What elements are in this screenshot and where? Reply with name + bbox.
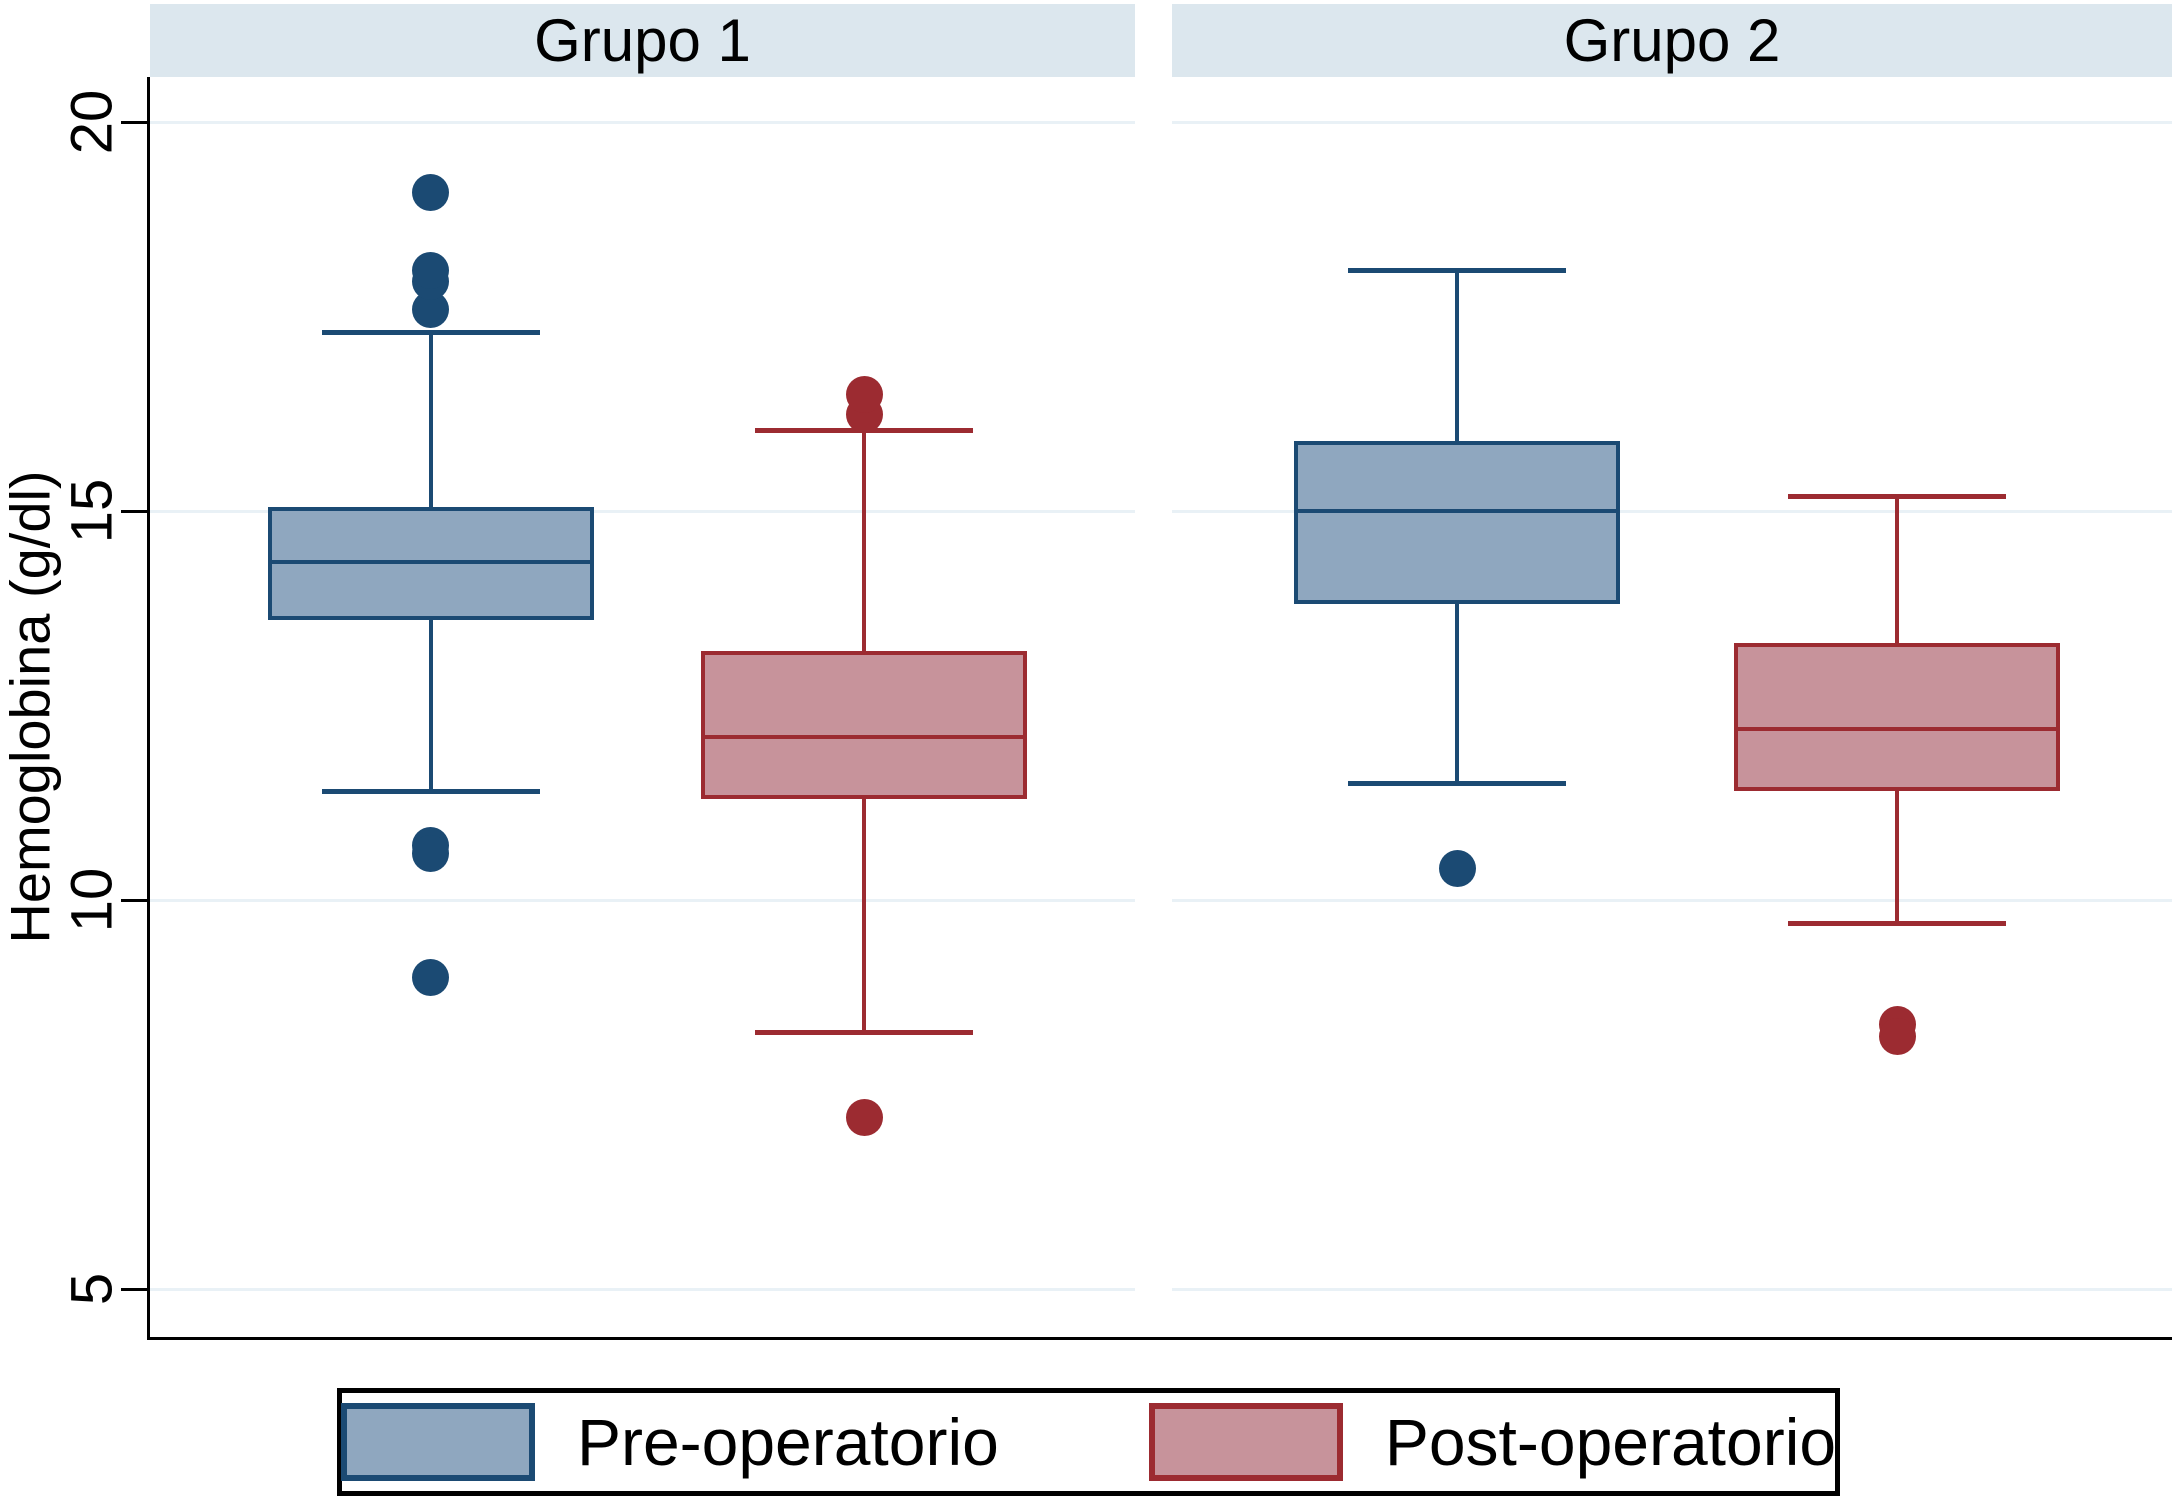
box-grupo2-pre-operatorio [1294,441,1620,605]
lower-whisker-cap-grupo2-pre-operatorio [1348,781,1566,787]
legend-item-postoperatorio: Post-operatorio [1148,1403,1837,1481]
outlier-dot-grupo1-pre-operatorio [412,251,450,289]
upper-whisker-cap-grupo2-pre-operatorio [1348,268,1566,274]
y-tick-20 [121,121,147,125]
outlier-dot-grupo2-pre-operatorio [1438,850,1476,888]
lower-whisker-cap-grupo1-pre-operatorio [321,789,540,795]
y-axis-line [147,77,150,1340]
outlier-dot-grupo1-post-operatorio [845,1099,883,1137]
x-axis-line [147,1337,2172,1340]
outlier-dot-grupo1-post-operatorio [845,376,883,414]
upper-whisker-cap-grupo1-pre-operatorio [321,330,540,336]
gridline-10 [150,899,1135,902]
outlier-dot-grupo2-post-operatorio [1878,1017,1916,1055]
panel-header-grupo2: Grupo 2 [1172,4,2172,77]
median-line-grupo2-pre-operatorio [1294,509,1620,514]
y-tick-label-20: 20 [59,90,125,155]
legend-label-postoperatorio: Post-operatorio [1384,1405,1837,1479]
legend-swatch-preoperatorio [340,1403,535,1481]
legend-swatch-postoperatorio [1148,1403,1343,1481]
gridline-10 [1172,899,2172,902]
lower-whisker-cap-grupo1-post-operatorio [755,1030,974,1036]
y-tick-15 [121,510,147,514]
box-grupo1-post-operatorio [701,651,1028,799]
y-tick-10 [121,899,147,902]
legend-item-preoperatorio: Pre-operatorio [340,1403,999,1481]
gridline-5 [150,1287,1135,1291]
lower-whisker-cap-grupo2-post-operatorio [1788,921,2006,927]
panel-header-grupo1-label: Grupo 1 [534,7,751,74]
gridline-15 [150,510,1135,514]
box-grupo2-post-operatorio [1734,643,2060,792]
gridline-15 [1172,510,2172,514]
gridline-5 [1172,1287,2172,1291]
median-line-grupo1-post-operatorio [701,734,1028,739]
median-line-grupo1-pre-operatorio [267,559,594,564]
y-tick-label-15: 15 [59,478,125,544]
legend-label-preoperatorio: Pre-operatorio [576,1405,999,1479]
outlier-dot-grupo1-pre-operatorio [412,959,450,997]
gridline-20 [1172,121,2172,125]
outlier-dot-grupo1-pre-operatorio [412,173,450,211]
gridline-20 [150,121,1135,125]
y-tick-label-5: 5 [59,1272,125,1305]
y-axis-title: Hemoglobina (g/dl) [0,470,62,944]
legend: Pre-operatorio Post-operatorio [337,1388,1840,1496]
y-tick-5 [121,1287,147,1291]
upper-whisker-cap-grupo2-post-operatorio [1788,493,2006,499]
median-line-grupo2-post-operatorio [1734,726,2060,731]
outlier-dot-grupo1-pre-operatorio [412,834,450,872]
panel-header-grupo1: Grupo 1 [150,4,1135,77]
y-tick-label-10: 10 [59,867,125,933]
panel-header-grupo2-label: Grupo 2 [1563,7,1781,74]
